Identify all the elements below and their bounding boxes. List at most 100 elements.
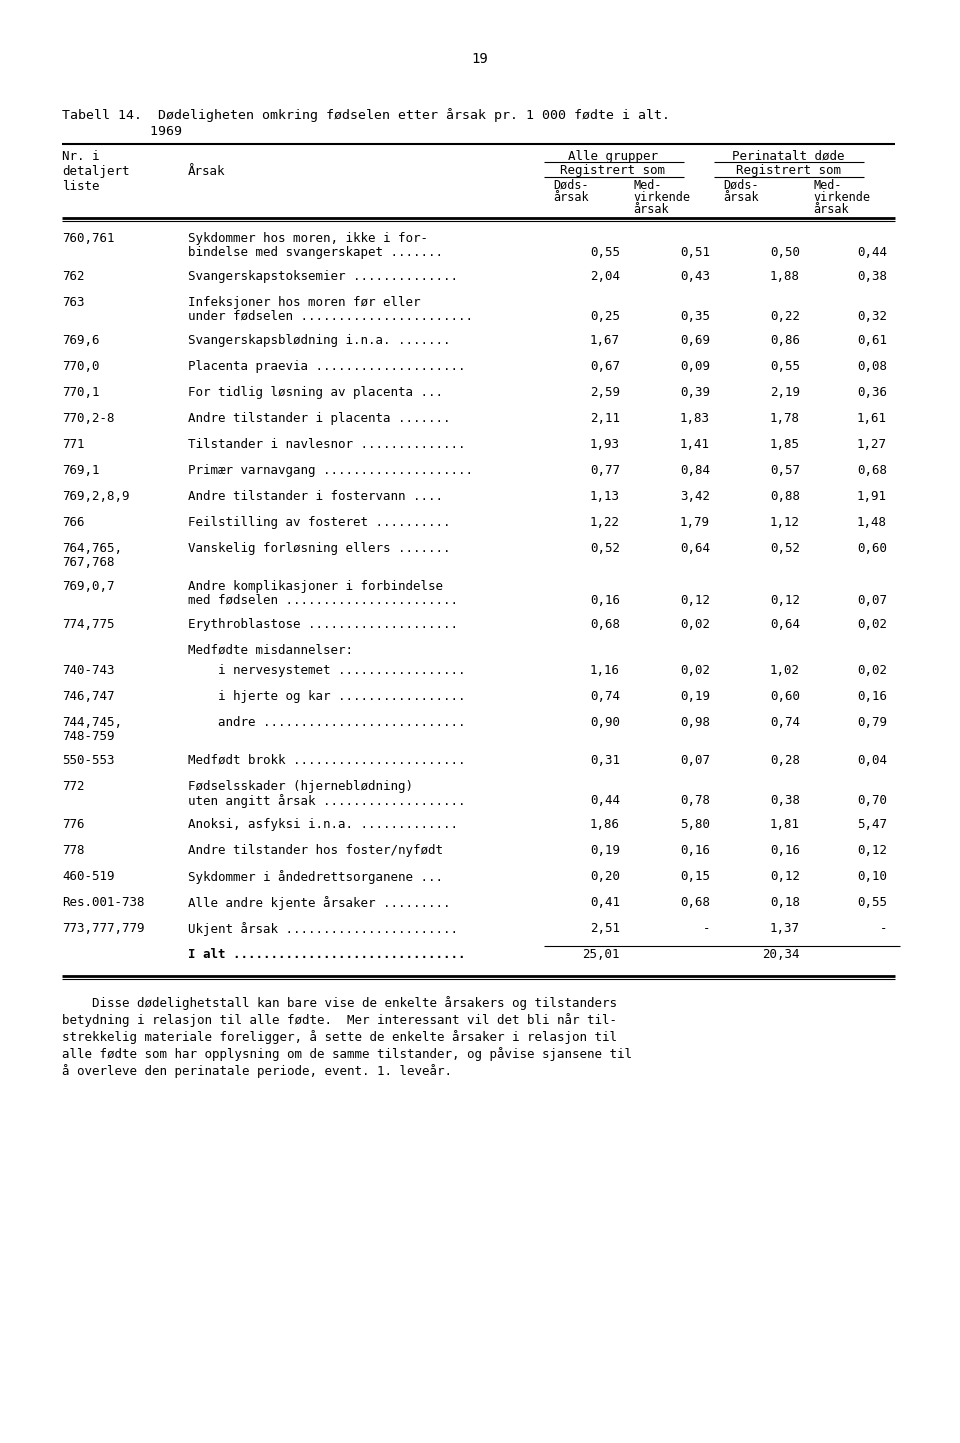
- Text: Disse dødelighetstall kan bare vise de enkelte årsakers og tilstanders: Disse dødelighetstall kan bare vise de e…: [62, 996, 617, 1010]
- Text: 0,09: 0,09: [680, 359, 710, 372]
- Text: 0,50: 0,50: [770, 245, 800, 258]
- Text: For tidlig løsning av placenta ...: For tidlig løsning av placenta ...: [188, 385, 443, 400]
- Text: Feilstilling av fosteret ..........: Feilstilling av fosteret ..........: [188, 517, 450, 530]
- Text: 772: 772: [62, 781, 84, 794]
- Text: 0,02: 0,02: [857, 618, 887, 631]
- Text: virkende: virkende: [633, 190, 690, 203]
- Text: 0,74: 0,74: [590, 690, 620, 703]
- Text: 769,1: 769,1: [62, 465, 100, 478]
- Text: uten angitt årsak ...................: uten angitt årsak ...................: [188, 794, 466, 808]
- Text: 1969: 1969: [62, 126, 182, 139]
- Text: Andre tilstander i fostervann ....: Andre tilstander i fostervann ....: [188, 491, 443, 504]
- Text: 762: 762: [62, 270, 84, 283]
- Text: 0,38: 0,38: [770, 794, 800, 807]
- Text: 2,04: 2,04: [590, 270, 620, 283]
- Text: Alle andre kjente årsaker .........: Alle andre kjente årsaker .........: [188, 896, 450, 911]
- Text: 0,78: 0,78: [680, 794, 710, 807]
- Text: 773,777,779: 773,777,779: [62, 922, 145, 935]
- Text: 0,60: 0,60: [857, 543, 887, 556]
- Text: 0,19: 0,19: [590, 844, 620, 857]
- Text: 744,745,: 744,745,: [62, 716, 122, 729]
- Text: Anoksi, asfyksi i.n.a. .............: Anoksi, asfyksi i.n.a. .............: [188, 818, 458, 831]
- Text: 0,16: 0,16: [590, 595, 620, 608]
- Text: 778: 778: [62, 844, 84, 857]
- Text: 767,768: 767,768: [62, 556, 114, 569]
- Text: 0,36: 0,36: [857, 385, 887, 400]
- Text: i nervesystemet .................: i nervesystemet .................: [188, 664, 466, 677]
- Text: 0,64: 0,64: [770, 618, 800, 631]
- Text: 0,12: 0,12: [857, 844, 887, 857]
- Text: 771: 771: [62, 439, 84, 452]
- Text: 2,51: 2,51: [590, 922, 620, 935]
- Text: 1,85: 1,85: [770, 439, 800, 452]
- Text: 1,91: 1,91: [857, 491, 887, 504]
- Text: 1,02: 1,02: [770, 664, 800, 677]
- Text: 0,51: 0,51: [680, 245, 710, 258]
- Text: 1,81: 1,81: [770, 818, 800, 831]
- Text: 766: 766: [62, 517, 84, 530]
- Text: virkende: virkende: [813, 190, 870, 203]
- Text: alle fødte som har opplysning om de samme tilstander, og påvise sjansene til: alle fødte som har opplysning om de samm…: [62, 1048, 632, 1061]
- Text: 1,22: 1,22: [590, 517, 620, 530]
- Text: 746,747: 746,747: [62, 690, 114, 703]
- Text: Andre komplikasjoner i forbindelse: Andre komplikasjoner i forbindelse: [188, 580, 443, 593]
- Text: 0,41: 0,41: [590, 896, 620, 909]
- Text: Placenta praevia ....................: Placenta praevia ....................: [188, 359, 466, 372]
- Text: 0,57: 0,57: [770, 465, 800, 478]
- Text: 1,41: 1,41: [680, 439, 710, 452]
- Text: 1,83: 1,83: [680, 413, 710, 426]
- Text: Sykdommer hos moren, ikke i for-: Sykdommer hos moren, ikke i for-: [188, 232, 428, 245]
- Text: liste: liste: [62, 180, 100, 193]
- Text: 769,6: 769,6: [62, 333, 100, 346]
- Text: i hjerte og kar .................: i hjerte og kar .................: [188, 690, 466, 703]
- Text: -: -: [879, 922, 887, 935]
- Text: Registrert som: Registrert som: [561, 165, 665, 177]
- Text: 0,64: 0,64: [680, 543, 710, 556]
- Text: -: -: [703, 922, 710, 935]
- Text: 0,68: 0,68: [680, 896, 710, 909]
- Text: 0,52: 0,52: [590, 543, 620, 556]
- Text: Vanskelig forløsning ellers .......: Vanskelig forløsning ellers .......: [188, 543, 450, 556]
- Text: Med-: Med-: [813, 179, 842, 192]
- Text: 0,39: 0,39: [680, 385, 710, 400]
- Text: Alle grupper: Alle grupper: [568, 150, 658, 163]
- Text: 0,55: 0,55: [770, 359, 800, 372]
- Text: 0,60: 0,60: [770, 690, 800, 703]
- Text: 0,22: 0,22: [770, 310, 800, 323]
- Text: 1,12: 1,12: [770, 517, 800, 530]
- Text: Tilstander i navlesnor ..............: Tilstander i navlesnor ..............: [188, 439, 466, 452]
- Text: 5,80: 5,80: [680, 818, 710, 831]
- Text: 0,55: 0,55: [857, 896, 887, 909]
- Text: 740-743: 740-743: [62, 664, 114, 677]
- Text: 19: 19: [471, 52, 489, 66]
- Text: Svangerskapsblødning i.n.a. .......: Svangerskapsblødning i.n.a. .......: [188, 333, 450, 346]
- Text: 0,12: 0,12: [680, 595, 710, 608]
- Text: 0,44: 0,44: [857, 245, 887, 258]
- Text: 25,01: 25,01: [583, 948, 620, 961]
- Text: Andre tilstander hos foster/nyfødt: Andre tilstander hos foster/nyfødt: [188, 844, 443, 857]
- Text: Perinatalt døde: Perinatalt døde: [732, 150, 844, 163]
- Text: 0,32: 0,32: [857, 310, 887, 323]
- Text: Sykdommer i åndedrettsorganene ...: Sykdommer i åndedrettsorganene ...: [188, 870, 443, 885]
- Text: 770,0: 770,0: [62, 359, 100, 372]
- Text: årsak: årsak: [723, 190, 758, 203]
- Text: 0,10: 0,10: [857, 870, 887, 883]
- Text: 0,18: 0,18: [770, 896, 800, 909]
- Text: 0,08: 0,08: [857, 359, 887, 372]
- Text: årsak: årsak: [553, 190, 588, 203]
- Text: Registrert som: Registrert som: [735, 165, 841, 177]
- Text: 0,88: 0,88: [770, 491, 800, 504]
- Text: 0,31: 0,31: [590, 755, 620, 768]
- Text: 0,79: 0,79: [857, 716, 887, 729]
- Text: 0,70: 0,70: [857, 794, 887, 807]
- Text: 1,37: 1,37: [770, 922, 800, 935]
- Text: 0,02: 0,02: [680, 664, 710, 677]
- Text: Tabell 14.  Dødeligheten omkring fødselen etter årsak pr. 1 000 fødte i alt.: Tabell 14. Dødeligheten omkring fødselen…: [62, 108, 670, 123]
- Text: 0,25: 0,25: [590, 310, 620, 323]
- Text: andre ...........................: andre ...........................: [188, 716, 466, 729]
- Text: 776: 776: [62, 818, 84, 831]
- Text: Døds-: Døds-: [723, 179, 758, 192]
- Text: bindelse med svangerskapet .......: bindelse med svangerskapet .......: [188, 245, 443, 258]
- Text: 769,2,8,9: 769,2,8,9: [62, 491, 130, 504]
- Text: 764,765,: 764,765,: [62, 543, 122, 556]
